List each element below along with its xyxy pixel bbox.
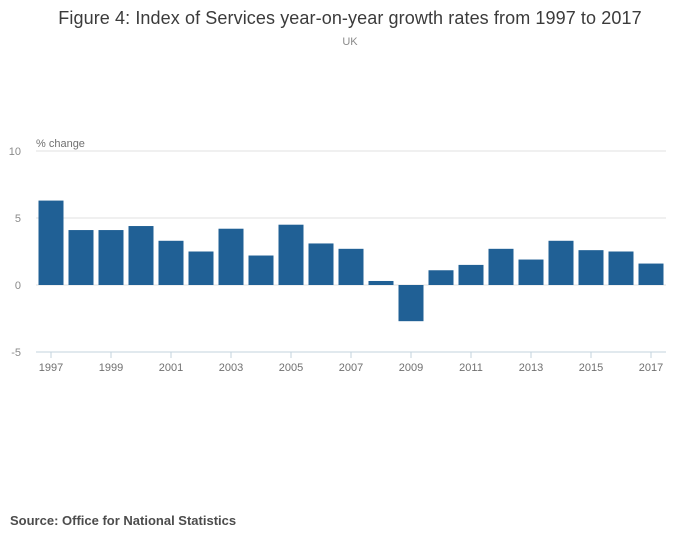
bar-2001[interactable] <box>158 240 184 285</box>
x-tick-label-2003: 2003 <box>219 362 243 374</box>
x-tick-label-2005: 2005 <box>279 362 303 374</box>
bar-2004[interactable] <box>248 255 274 285</box>
y-tick-label-0: 0 <box>15 280 21 292</box>
x-tick-label-2015: 2015 <box>579 362 603 374</box>
bar-2005[interactable] <box>278 224 304 285</box>
bar-2007[interactable] <box>338 248 364 285</box>
x-tick-label-2013: 2013 <box>519 362 543 374</box>
x-tick-label-2009: 2009 <box>399 362 423 374</box>
x-tick-label-2011: 2011 <box>459 362 483 374</box>
bar-1999[interactable] <box>98 230 124 285</box>
bar-2006[interactable] <box>308 243 334 285</box>
bar-2010[interactable] <box>428 270 454 285</box>
y-tick-label-10: 10 <box>9 146 21 158</box>
x-tick-label-2017: 2017 <box>639 362 663 374</box>
bar-2002[interactable] <box>188 251 214 286</box>
x-tick-label-1997: 1997 <box>39 362 63 374</box>
bar-2017[interactable] <box>638 263 664 285</box>
y-tick-label-5: 5 <box>15 213 21 225</box>
chart-subtitle: UK <box>342 36 358 48</box>
bar-2011[interactable] <box>458 264 484 285</box>
y-tick-label--5: -5 <box>11 347 21 359</box>
bar-1998[interactable] <box>68 230 94 285</box>
x-tick-label-2007: 2007 <box>339 362 363 374</box>
bar-2016[interactable] <box>608 251 634 286</box>
bar-2009[interactable] <box>398 285 424 322</box>
bar-2008[interactable] <box>368 280 394 285</box>
bar-2012[interactable] <box>488 248 514 285</box>
bar-1997[interactable] <box>38 200 64 285</box>
bar-chart: 10 5 0 -5 % change 1997 1999 2001 2003 2005 2007 20… <box>9 138 666 374</box>
chart-title: Figure 4: Index of Services year-on-year… <box>58 8 642 28</box>
y-axis-title: % change <box>36 138 85 150</box>
bar-2015[interactable] <box>578 250 604 285</box>
bar-2003[interactable] <box>218 228 244 285</box>
bar-2014[interactable] <box>548 240 574 285</box>
source-text: Source: Office for National Statistics <box>10 513 237 528</box>
x-tick-label-2001: 2001 <box>159 362 183 374</box>
bar-2013[interactable] <box>518 259 544 285</box>
bar-2000[interactable] <box>128 226 154 285</box>
x-tick-label-1999: 1999 <box>99 362 123 374</box>
